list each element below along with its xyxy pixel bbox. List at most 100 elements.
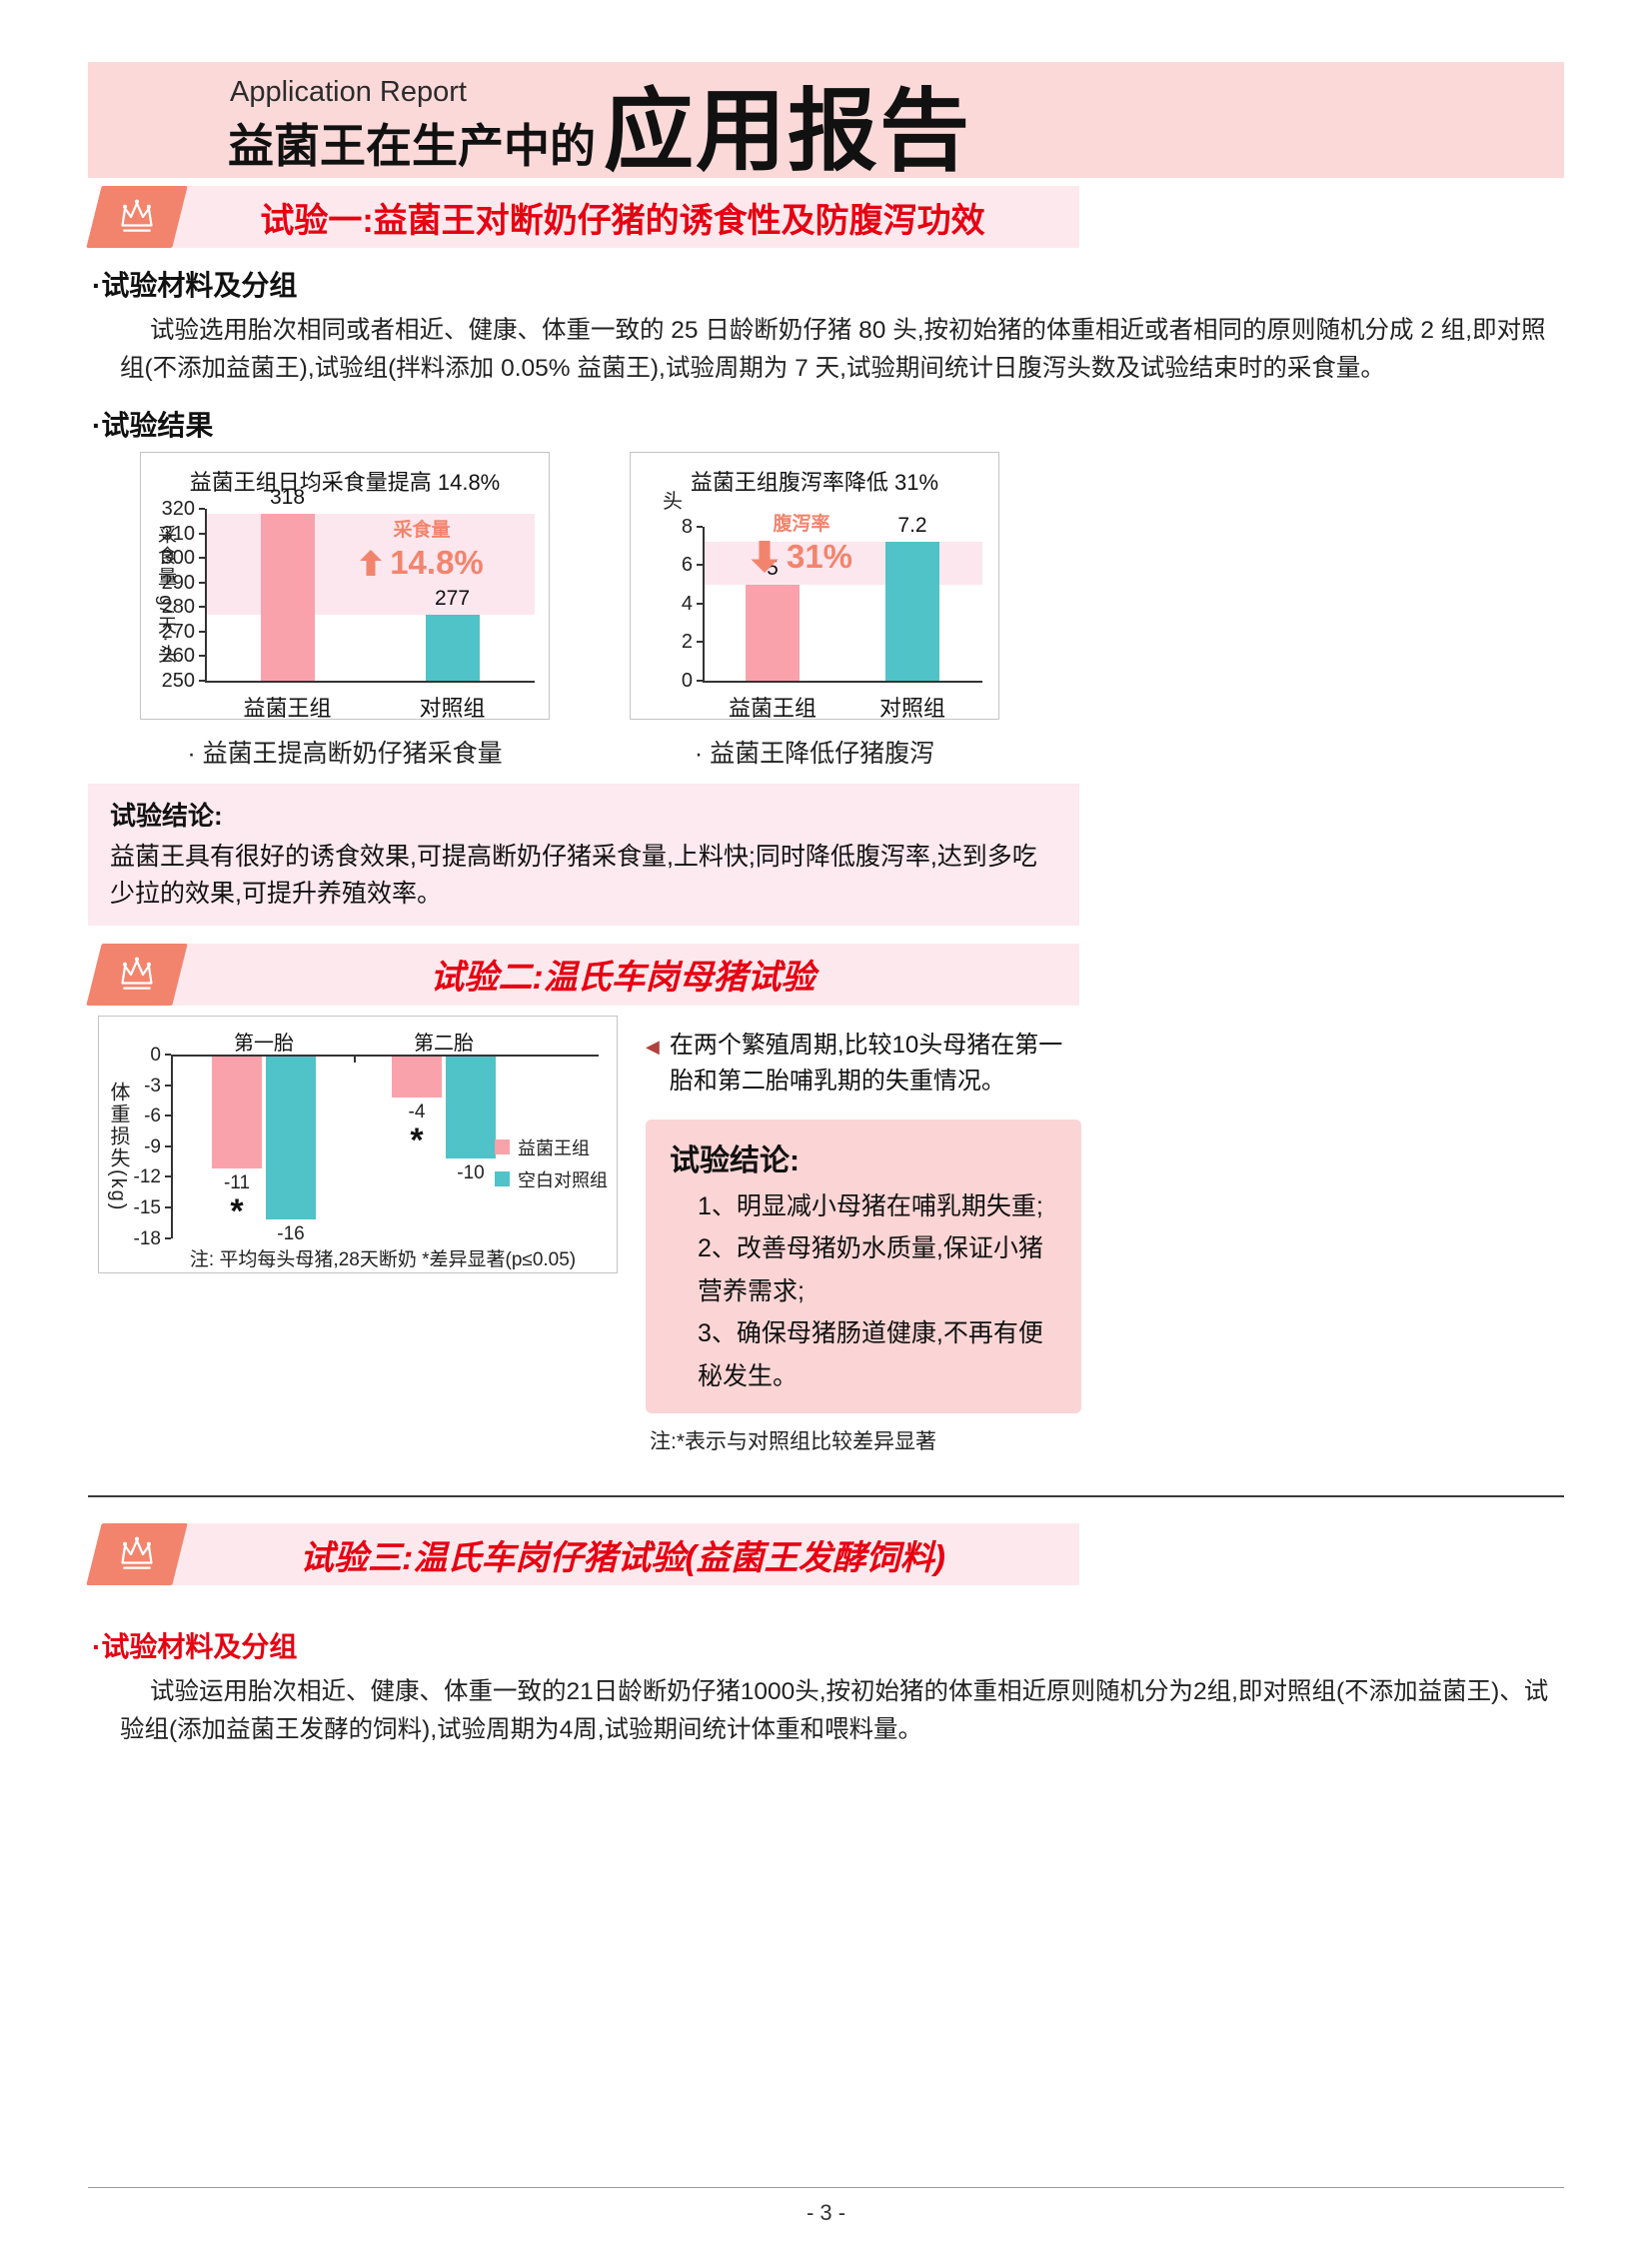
annotation: 腹泻率 31% <box>727 509 876 576</box>
section1-banner: 试验一:益菌王对断奶仔猪的诱食性及防腹泻功效 <box>86 186 1079 248</box>
annotation-value: 31% <box>786 537 853 575</box>
crown-icon <box>114 1533 160 1575</box>
section2-banner: 试验二:温氏车岗母猪试验 <box>86 943 1079 1006</box>
x-category-label: 对照组 <box>878 695 945 721</box>
tick-mark <box>165 1236 171 1239</box>
arrow-down-icon <box>751 540 779 573</box>
annotation-row: 14.8% <box>337 544 507 582</box>
feed-intake-chart-column: 益菌王组日均采食量提高 14.8% 320 310 300 290 280 270 260 25… <box>140 451 550 770</box>
annotation-row: 31% <box>727 538 876 576</box>
tick-mark <box>199 606 205 609</box>
legend-item: 益菌王组 <box>495 1134 590 1160</box>
y-tick-label: 2 <box>681 631 693 654</box>
section3-materials-text: 试验运用胎次相近、健康、体重一致的21日龄断奶仔猪1000头,按初始猪的体重相近… <box>120 1678 1549 1744</box>
section3-banner-title: 试验三:温氏车岗仔猪试验(益菌王发酵饲料) <box>300 1538 945 1577</box>
report-header: Application Report 益菌王在生产中的 应用报告 <box>88 62 1564 178</box>
chart-note: 注: 平均每头母猪,28天断奶 *差异显著(p≤0.05) <box>189 1248 577 1270</box>
bar <box>746 584 800 681</box>
y-axis-label: 头 <box>663 490 683 513</box>
y-tick-label: 4 <box>681 592 693 615</box>
y-tick-label: -6 <box>144 1106 161 1127</box>
tick-mark <box>199 630 205 633</box>
section1-charts: 益菌王组日均采食量提高 14.8% 320 310 300 290 280 270 260 25… <box>140 451 1564 770</box>
section3-materials-heading: ·试验材料及分组 <box>92 1631 298 1663</box>
bar <box>425 614 480 681</box>
bar-value-label: -4 <box>408 1101 426 1122</box>
y-tick-label: -9 <box>144 1135 161 1157</box>
y-tick-label: 8 <box>681 515 693 538</box>
section2-banner-strip: 试验二:温氏车岗母猪试验 <box>166 943 1079 1006</box>
crown-badge <box>86 1523 188 1586</box>
y-tick-label: 320 <box>161 497 195 520</box>
feed-intake-chart: 益菌王组日均采食量提高 14.8% 320 310 300 290 280 270 260 25… <box>140 451 550 721</box>
report-title: 益菌王在生产中的 应用报告 <box>228 87 971 176</box>
tick-mark <box>697 641 703 644</box>
bar-value-label: 5 <box>767 556 779 580</box>
section1-materials-text: 试验选用胎次相同或者相近、健康、体重一致的 25 日龄断奶仔猪 80 头,按初始… <box>120 317 1546 382</box>
group-label: 第一胎 <box>234 1032 294 1055</box>
section2-right-column: ◀ 在两个繁殖周期,比较10头母猪在第一胎和第二胎哺乳期的失重情况。 试验结论:… <box>646 1016 1081 1456</box>
tick-mark <box>697 564 703 567</box>
bar-value-label: -11 <box>223 1172 251 1194</box>
conclusion-item: 2、改善母猪奶水质量,保证小猪营养需求; <box>698 1234 1043 1305</box>
section2-conclusion-title: 试验结论: <box>670 1143 800 1177</box>
tick-mark <box>697 525 703 528</box>
significance-star: * <box>230 1192 244 1231</box>
tick-mark <box>165 1115 171 1118</box>
section2-body: 体重损失(kg) 0 -3 -6 -9 -12 -15 -18 第一胎 第二胎 -11 * -4 * -16… <box>88 1015 1564 1456</box>
y-tick-label: -3 <box>144 1075 161 1097</box>
y-tick-label: 260 <box>161 645 195 668</box>
tick-mark <box>165 1205 171 1208</box>
crown-icon <box>114 954 160 996</box>
section2-conclusion-list: 1、明显减小母猪在哺乳期失重; 2、改善母猪奶水质量,保证小猪营养需求; 3、确… <box>698 1185 1057 1398</box>
tick-mark <box>165 1053 171 1056</box>
section2-footnote: 注:*表示与对照组比较差异显著 <box>650 1430 937 1454</box>
group-label: 第二胎 <box>414 1032 474 1055</box>
page-footer: - 3 - <box>88 2187 1564 2226</box>
y-tick-label: 250 <box>161 669 195 692</box>
tick-mark <box>199 557 205 560</box>
sow-weight-chart-wrap: 体重损失(kg) 0 -3 -6 -9 -12 -15 -18 第一胎 第二胎 -11 * -4 * -16… <box>98 1015 618 1456</box>
y-axis-line <box>205 508 207 681</box>
legend-item: 空白对照组 <box>495 1166 608 1192</box>
crown-icon <box>114 196 160 238</box>
page-content: Application Report 益菌王在生产中的 应用报告 试验一:益菌王… <box>86 62 1564 1749</box>
crown-badge <box>86 186 188 248</box>
diarrhea-chart: 益菌王组腹泻率降低 31% 8 6 4 2 0 5 益菌王组 7.2 对照组 头腹泻率 31% <box>630 451 999 721</box>
section1-conclusion-text: 益菌王具有很好的诱食效果,可提高断奶仔猪采食量,上料快;同时降低腹泻率,达到多吃… <box>110 842 1037 909</box>
tick-mark <box>199 532 205 535</box>
y-tick-label: 280 <box>161 596 195 619</box>
tick-mark <box>165 1084 171 1087</box>
y-tick-label: -12 <box>133 1166 161 1188</box>
section1-conclusion-box: 试验结论: 益菌王具有很好的诱食效果,可提高断奶仔猪采食量,上料快;同时降低腹泻… <box>88 783 1079 926</box>
y-tick-label: -15 <box>133 1196 161 1218</box>
annotation-label: 采食量 <box>393 519 451 541</box>
x-axis-line <box>205 680 535 683</box>
page-number: - 3 - <box>806 2200 846 2225</box>
report-title-prefix: 益菌王在生产中的 <box>228 120 596 172</box>
y-tick-label: 270 <box>161 620 195 643</box>
legend-swatch <box>495 1171 510 1187</box>
y-tick-label: 0 <box>150 1044 161 1066</box>
section1-results-heading: ·试验结果 <box>92 409 214 441</box>
y-tick-label: -18 <box>133 1227 161 1249</box>
section-divider <box>88 1495 1564 1498</box>
bar-value-label: 277 <box>434 586 471 610</box>
tick-mark <box>697 679 703 682</box>
section1-conclusion-label: 试验结论: <box>110 800 223 831</box>
tick-mark <box>165 1175 171 1178</box>
y-tick-label: 0 <box>681 669 693 692</box>
diarrhea-chart-caption: · 益菌王降低仔猪腹泻 <box>694 739 935 768</box>
sow-weight-loss-chart: 体重损失(kg) 0 -3 -6 -9 -12 -15 -18 第一胎 第二胎 -11 * -4 * -16… <box>98 1015 618 1273</box>
diarrhea-chart-column: 益菌王组腹泻率降低 31% 8 6 4 2 0 5 益菌王组 7.2 对照组 头腹泻率 31% · 益… <box>630 451 999 770</box>
section2-conclusion-box: 试验结论: 1、明显减小母猪在哺乳期失重; 2、改善母猪奶水质量,保证小猪营养需… <box>646 1119 1081 1414</box>
significance-star: * <box>410 1121 424 1159</box>
section1-materials-heading: ·试验材料及分组 <box>92 270 298 301</box>
bar-value-label: 7.2 <box>897 514 927 538</box>
annotation-value: 14.8% <box>390 543 484 581</box>
legend-label: 益菌王组 <box>518 1137 590 1158</box>
y-tick-label: 290 <box>161 571 195 594</box>
triangle-bullet-icon: ◀ <box>646 1036 660 1057</box>
tick-mark <box>199 507 205 510</box>
